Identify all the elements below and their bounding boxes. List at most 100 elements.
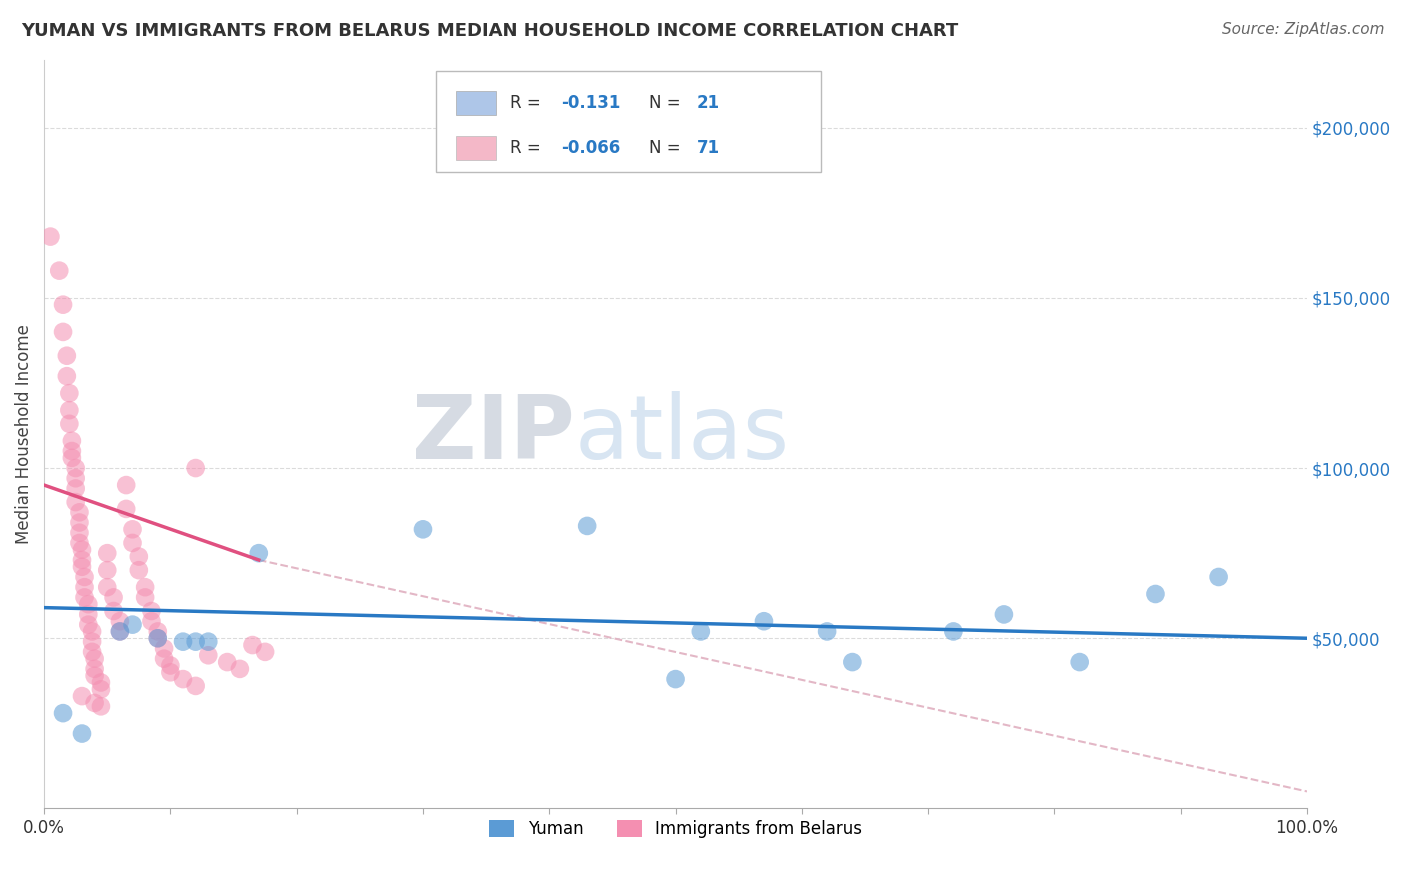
Point: [108, 624, 131, 639]
Point: [65, 482, 87, 496]
Point: [108, 624, 131, 639]
Text: R =: R =: [510, 138, 541, 157]
Point: [60, 450, 83, 465]
Point: [56, 349, 79, 363]
Point: [58, 386, 80, 401]
Text: Source: ZipAtlas.com: Source: ZipAtlas.com: [1222, 22, 1385, 37]
Text: YUMAN VS IMMIGRANTS FROM BELARUS MEDIAN HOUSEHOLD INCOME CORRELATION CHART: YUMAN VS IMMIGRANTS FROM BELARUS MEDIAN …: [21, 22, 959, 40]
Point: [841, 655, 863, 669]
Point: [172, 634, 194, 648]
Point: [69, 525, 91, 540]
Point: [83, 696, 105, 710]
FancyBboxPatch shape: [456, 91, 496, 115]
Point: [146, 632, 169, 646]
Point: [146, 632, 169, 646]
Point: [197, 634, 219, 648]
Point: [60, 434, 83, 448]
Point: [103, 591, 125, 605]
Point: [73, 570, 96, 584]
Point: [815, 624, 838, 639]
Point: [65, 495, 87, 509]
Point: [90, 682, 112, 697]
Point: [70, 689, 93, 703]
Point: [73, 580, 96, 594]
Point: [83, 651, 105, 665]
Text: -0.131: -0.131: [561, 94, 620, 112]
Point: [197, 648, 219, 663]
Point: [90, 699, 112, 714]
Point: [1144, 587, 1167, 601]
Text: R =: R =: [510, 94, 541, 112]
Point: [96, 580, 118, 594]
Point: [70, 726, 93, 740]
Text: ZIP: ZIP: [412, 391, 575, 477]
Point: [159, 665, 181, 680]
Point: [664, 672, 686, 686]
Point: [184, 679, 207, 693]
Point: [115, 478, 138, 492]
Point: [217, 655, 239, 669]
Point: [82, 634, 104, 648]
Point: [134, 591, 156, 605]
Point: [184, 634, 207, 648]
Y-axis label: Median Household Income: Median Household Income: [15, 324, 32, 544]
Point: [96, 546, 118, 560]
Text: -0.066: -0.066: [561, 138, 620, 157]
Point: [184, 461, 207, 475]
Point: [141, 614, 163, 628]
Point: [90, 675, 112, 690]
Point: [65, 461, 87, 475]
Point: [82, 624, 104, 639]
Point: [993, 607, 1015, 622]
Point: [52, 706, 75, 720]
Point: [58, 417, 80, 431]
Point: [77, 597, 100, 611]
Point: [254, 645, 277, 659]
Point: [70, 542, 93, 557]
Point: [153, 641, 176, 656]
Point: [69, 505, 91, 519]
Point: [141, 604, 163, 618]
FancyBboxPatch shape: [456, 136, 496, 160]
Point: [752, 614, 775, 628]
Point: [128, 563, 150, 577]
Point: [77, 617, 100, 632]
Legend: Yuman, Immigrants from Belarus: Yuman, Immigrants from Belarus: [482, 814, 869, 845]
Point: [65, 471, 87, 485]
Point: [52, 325, 75, 339]
Point: [69, 516, 91, 530]
Point: [73, 591, 96, 605]
Point: [576, 519, 599, 533]
Point: [58, 403, 80, 417]
Point: [103, 604, 125, 618]
Point: [689, 624, 711, 639]
Point: [153, 651, 176, 665]
Point: [56, 369, 79, 384]
Point: [52, 298, 75, 312]
Point: [108, 614, 131, 628]
Point: [70, 553, 93, 567]
Point: [60, 444, 83, 458]
Point: [39, 229, 62, 244]
Text: atlas: atlas: [575, 391, 790, 477]
Text: 21: 21: [697, 94, 720, 112]
Point: [83, 669, 105, 683]
Point: [96, 563, 118, 577]
Text: 71: 71: [697, 138, 720, 157]
Point: [69, 536, 91, 550]
Point: [121, 536, 143, 550]
Point: [242, 638, 264, 652]
Point: [134, 580, 156, 594]
Point: [942, 624, 965, 639]
Point: [48, 263, 70, 277]
Point: [247, 546, 270, 560]
Point: [229, 662, 252, 676]
Point: [121, 617, 143, 632]
Point: [82, 645, 104, 659]
Point: [172, 672, 194, 686]
Point: [115, 502, 138, 516]
Point: [70, 559, 93, 574]
Point: [159, 658, 181, 673]
Point: [412, 522, 434, 536]
Point: [128, 549, 150, 564]
